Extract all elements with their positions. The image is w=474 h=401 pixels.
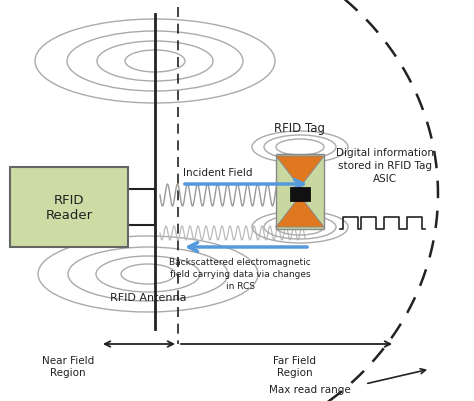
Text: Far Field
Region: Far Field Region [273, 355, 317, 377]
Text: RFID Tag: RFID Tag [274, 122, 326, 135]
Text: Near Field
Region: Near Field Region [42, 355, 94, 377]
FancyBboxPatch shape [290, 188, 310, 201]
Text: Incident Field: Incident Field [183, 168, 253, 178]
Polygon shape [276, 196, 324, 227]
FancyBboxPatch shape [276, 155, 324, 229]
Polygon shape [276, 157, 324, 188]
Text: Backscattered electromagnetic
field carrying data via changes
in RCS: Backscattered electromagnetic field carr… [169, 257, 311, 290]
Text: Digital information
stored in RFID Tag
ASIC: Digital information stored in RFID Tag A… [336, 148, 434, 184]
Text: RFID
Reader: RFID Reader [46, 194, 92, 221]
Text: Max read range: Max read range [269, 384, 351, 394]
FancyBboxPatch shape [10, 168, 128, 247]
Text: RFID Antenna: RFID Antenna [110, 292, 186, 302]
